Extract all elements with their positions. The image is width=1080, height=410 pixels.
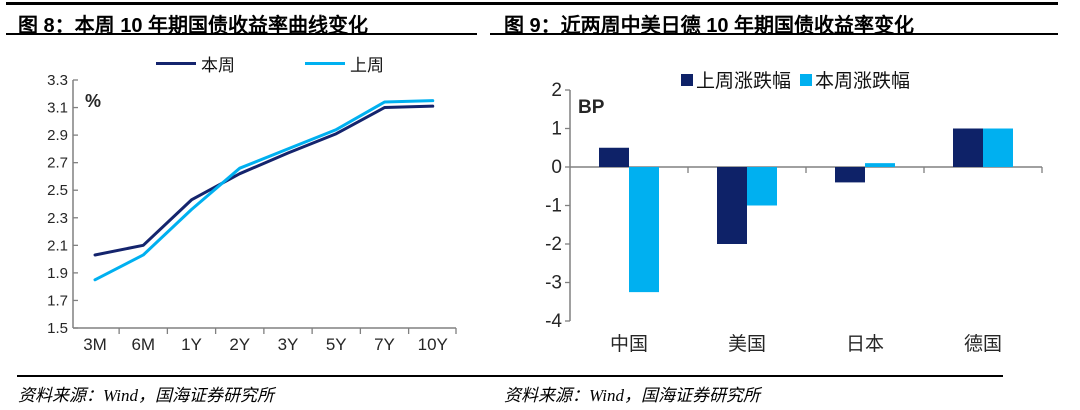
x-category-label: 中国 xyxy=(610,333,648,355)
x-category-label: 7Y xyxy=(374,335,395,354)
x-category-label: 3M xyxy=(83,335,107,354)
top-rule xyxy=(6,2,1058,5)
figure9-legend: 上周涨跌幅 本周涨跌幅 xyxy=(681,66,910,93)
bar-0-3 xyxy=(953,128,983,167)
y-tick-label: 1.7 xyxy=(47,292,68,309)
legend-item-lastweek-change: 上周涨跌幅 xyxy=(681,66,791,93)
x-category-label: 1Y xyxy=(181,335,202,354)
y-tick-label: -1 xyxy=(545,196,562,217)
square-swatch-lastweek xyxy=(681,73,693,86)
bar-0-0 xyxy=(599,147,629,167)
x-category-label: 2Y xyxy=(229,335,250,354)
y-tick-label: 1.9 xyxy=(47,265,68,282)
legend-item-thisweek-change: 本周涨跌幅 xyxy=(800,66,910,93)
line-swatch-shangzhou xyxy=(305,61,345,66)
legend-item-benzhou: 本周 xyxy=(156,51,235,76)
line-series-1 xyxy=(93,99,435,282)
y-tick-label: 2.7 xyxy=(47,155,68,172)
bar-1-3 xyxy=(983,128,1013,167)
y-tick-label: 2 xyxy=(551,80,562,101)
square-swatch-thisweek xyxy=(800,73,813,86)
bottom-rule xyxy=(17,375,1003,377)
legend-item-shangzhou: 上周 xyxy=(305,51,384,76)
y-tick-label: 1 xyxy=(551,119,562,140)
y-tick-label: 1.5 xyxy=(47,320,68,337)
y-tick-label: 2.3 xyxy=(47,210,68,227)
bar-1-2 xyxy=(865,163,895,167)
bar-0-2 xyxy=(835,167,865,183)
bar-1-1 xyxy=(747,167,777,206)
y-tick-label: 2.1 xyxy=(47,237,68,254)
figure9-source: 资料来源：Wind，国海证券研究所 xyxy=(504,386,760,405)
line-swatch-benzhou xyxy=(156,61,196,66)
figure8-title-underline xyxy=(6,33,477,35)
figure9-bar-chart: 2 1 0 -1 -2 -3 -4 中国 美国 日本 德国 BP xyxy=(545,80,1043,355)
y-tick-label: -2 xyxy=(545,234,562,255)
bar-0-1 xyxy=(717,167,747,244)
y-tick-label: 3.1 xyxy=(47,100,68,117)
x-category-label: 5Y xyxy=(326,335,347,354)
x-category-label: 德国 xyxy=(964,333,1002,355)
x-category-label: 10Y xyxy=(418,335,448,354)
legend-label-lastweek-change: 上周涨跌幅 xyxy=(696,71,792,92)
figure8-line-chart: 3.3 3.1 2.9 2.7 2.5 2.3 2.1 1.9 1.7 1.5 3M 6M 1Y 2Y 3Y… xyxy=(47,72,457,354)
y-tick-label: -3 xyxy=(545,273,562,294)
unit-label-bp: BP xyxy=(578,97,605,118)
y-tick-label: -4 xyxy=(545,311,562,332)
y-tick-label: 3.3 xyxy=(47,72,68,89)
figure8-title: 图 8：本周 10 年期国债收益率曲线变化 xyxy=(18,15,369,37)
figure9-title: 图 9：近两周中美日德 10 年期国债收益率变化 xyxy=(504,15,915,37)
unit-label-percent: % xyxy=(85,91,101,111)
line-series-0 xyxy=(93,104,435,257)
y-tick-label: 0 xyxy=(551,157,562,178)
figure9-title-underline xyxy=(490,33,1058,35)
y-tick-label: 2.9 xyxy=(47,127,68,144)
x-category-label: 美国 xyxy=(728,333,766,355)
legend-label-benzhou: 本周 xyxy=(201,56,235,75)
x-category-label: 6M xyxy=(131,335,155,354)
legend-label-thisweek-change: 本周涨跌幅 xyxy=(815,71,911,92)
x-category-label: 3Y xyxy=(278,335,299,354)
x-category-label: 日本 xyxy=(846,333,884,355)
figure8-legend: 本周 上周 xyxy=(156,51,384,76)
y-tick-label: 2.5 xyxy=(47,182,68,199)
bar-1-0 xyxy=(629,167,659,293)
legend-label-shangzhou: 上周 xyxy=(350,56,384,75)
figure8-source: 资料来源：Wind，国海证券研究所 xyxy=(18,386,274,405)
